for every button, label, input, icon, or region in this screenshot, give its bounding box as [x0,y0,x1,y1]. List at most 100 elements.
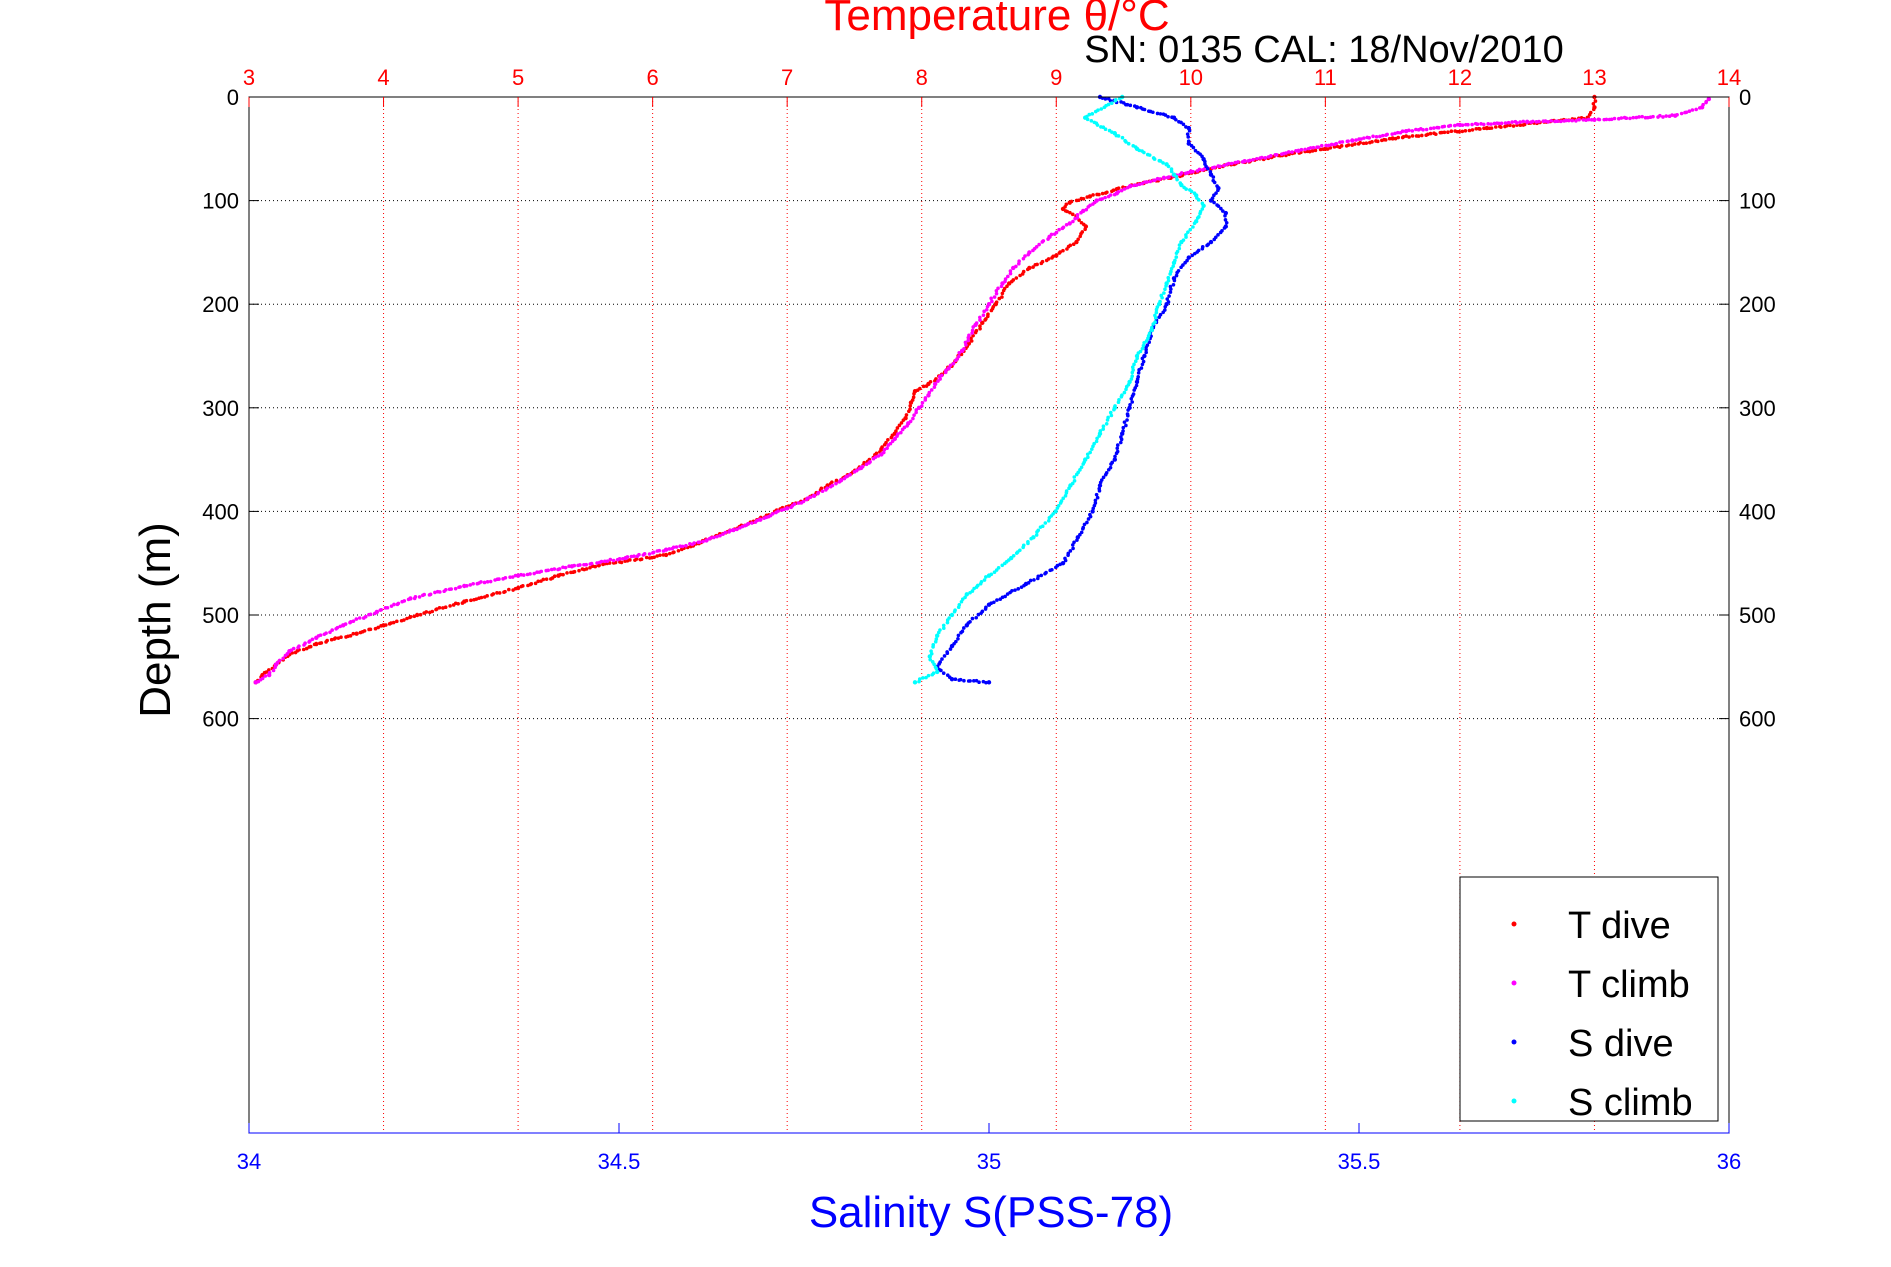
data-point-trace [1205,243,1209,248]
data-point-trace [1130,394,1135,398]
data-point-trace [1191,145,1196,150]
data-point-trace [921,676,925,680]
data-point-trace [1065,247,1069,251]
data-point-trace [941,623,946,628]
data-point-trace [1219,206,1223,211]
data-point-trace [1000,291,1005,296]
data-point-trace [750,521,754,525]
data-point-trace [930,672,935,677]
data-point-trace [1137,148,1142,153]
data-point-trace [588,565,592,570]
chart-title: Temperature θ/°C [824,0,1169,40]
data-point-trace [1183,260,1187,265]
data-point-trace [721,532,725,536]
salinity-tick-label: 35.5 [1338,1149,1381,1174]
data-point-trace [1095,123,1100,127]
data-point [1179,239,1184,245]
legend-label: S climb [1568,1082,1693,1124]
data-point-trace [1148,179,1153,184]
data-point-trace [582,562,586,567]
data-point-trace [1033,262,1038,267]
data-point-trace [400,599,404,604]
data-point-trace [1374,134,1379,139]
data-point-trace [679,547,684,552]
data-point [253,680,258,685]
legend-marker [1511,921,1517,927]
data-point-trace [1223,213,1227,218]
data-point-trace [1212,180,1217,185]
data-point-trace [367,612,371,617]
data-point-trace [1155,111,1160,116]
data-point-trace [1345,139,1350,144]
data-point-trace [899,421,904,425]
data-point-trace [1058,501,1063,505]
data-point-trace [1095,436,1099,441]
data-point-trace [1489,122,1493,126]
data-point-trace [1163,113,1168,117]
data-point-trace [998,597,1003,602]
data-point-trace [1103,127,1108,132]
data-point [986,680,992,685]
data-point-trace [1384,133,1388,137]
data-point-trace [1503,121,1508,125]
data-point-trace [344,635,348,639]
data-point-trace [1057,227,1061,232]
data-point-trace [667,551,672,556]
data-point-trace [1221,209,1225,213]
data-point-trace [966,338,970,343]
data-point-trace [358,630,363,635]
legend-marker [1511,1098,1517,1104]
data-point-trace [1057,251,1062,255]
data-point-trace [1133,359,1138,364]
data-point-trace [804,497,809,502]
data-point-trace [435,589,440,594]
data-point-trace [1109,413,1114,418]
data-point-trace [1108,410,1113,415]
depth-tick-label-right: 600 [1739,707,1776,732]
data-point-trace [1428,131,1433,136]
data-point-trace [1191,225,1195,229]
data-point-trace [857,467,862,471]
data-point-trace [738,525,742,530]
data-point-trace [567,564,571,569]
data-point-trace [1690,108,1695,112]
data-point-trace [1687,109,1692,114]
data-point-trace [1584,118,1588,122]
salinity-tick-label: 35 [977,1149,1001,1174]
data-point-trace [1187,128,1192,133]
data-point-trace [1181,122,1186,127]
data-point-trace [979,611,983,615]
data-point-trace [970,331,974,335]
data-point-trace [871,456,876,461]
data-point-trace [387,622,392,626]
data-point-trace [1016,587,1021,591]
data-point-trace [1008,271,1013,276]
data-point-trace [808,495,813,499]
data-point-trace [608,557,613,562]
data-point-trace [441,606,445,610]
data-point-trace [1083,227,1087,232]
data-point-trace [1035,576,1040,581]
data-point-trace [1157,315,1162,319]
data-point-trace [507,587,511,592]
data-point-trace [526,583,530,588]
data-point-trace [1664,114,1669,118]
data-point-trace [1541,119,1546,124]
data-point-trace [1559,119,1563,124]
data-point-trace [956,605,961,610]
data-point-trace [422,611,426,615]
data-point-trace [921,384,926,389]
data-point [1067,221,1072,226]
data-point-trace [1435,125,1439,130]
data-point-trace [976,612,981,617]
data-point-trace [911,416,915,421]
chart-subtitle: SN: 0135 CAL: 18/Nov/2010 [1084,29,1564,71]
temperature-tick-label: 14 [1717,65,1741,90]
data-point [964,623,969,628]
data-point-trace [978,318,982,322]
data-point-trace [1026,252,1031,257]
data-point-trace [1306,146,1311,151]
data-point-trace [1492,121,1497,126]
data-point-trace [561,572,565,577]
data-point-trace [1089,119,1094,123]
